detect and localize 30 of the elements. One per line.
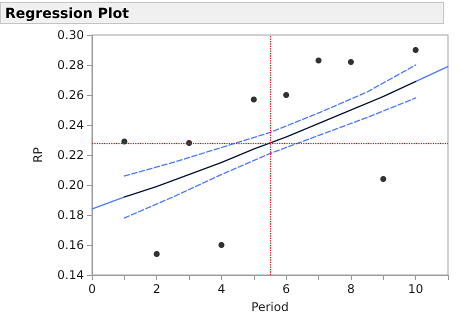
line-series [124, 97, 416, 219]
y-tick-label: 0.18 [57, 208, 84, 222]
line-series [124, 80, 416, 198]
y-tick-label: 0.16 [57, 238, 84, 252]
point [316, 58, 322, 64]
y-tick-label: 0.26 [57, 88, 84, 102]
x-tick-label: 8 [347, 282, 355, 296]
point [412, 47, 419, 53]
point [380, 176, 386, 182]
y-tick-label: 0.22 [57, 148, 84, 162]
chart-title: Regression Plot [0, 2, 444, 24]
y-tick-label: 0.20 [57, 178, 84, 192]
x-axis-title: Period [251, 300, 289, 314]
point [154, 251, 160, 257]
y-tick-label: 0.24 [57, 118, 84, 132]
point [250, 96, 257, 102]
y-tick-label: 0.28 [57, 58, 84, 72]
x-tick-label: 0 [88, 282, 96, 296]
x-tick-label: 6 [282, 282, 290, 296]
point [283, 92, 290, 98]
line-series [124, 64, 416, 177]
y-tick-label: 0.14 [57, 268, 84, 282]
y-axis-title: RP [31, 147, 45, 163]
point [121, 138, 128, 144]
x-tick-label: 10 [408, 282, 424, 296]
y-tick-label: 0.30 [57, 28, 84, 42]
x-tick-label: 2 [152, 282, 161, 296]
point [348, 59, 354, 65]
point [218, 242, 224, 248]
x-tick-label: 4 [218, 282, 226, 296]
